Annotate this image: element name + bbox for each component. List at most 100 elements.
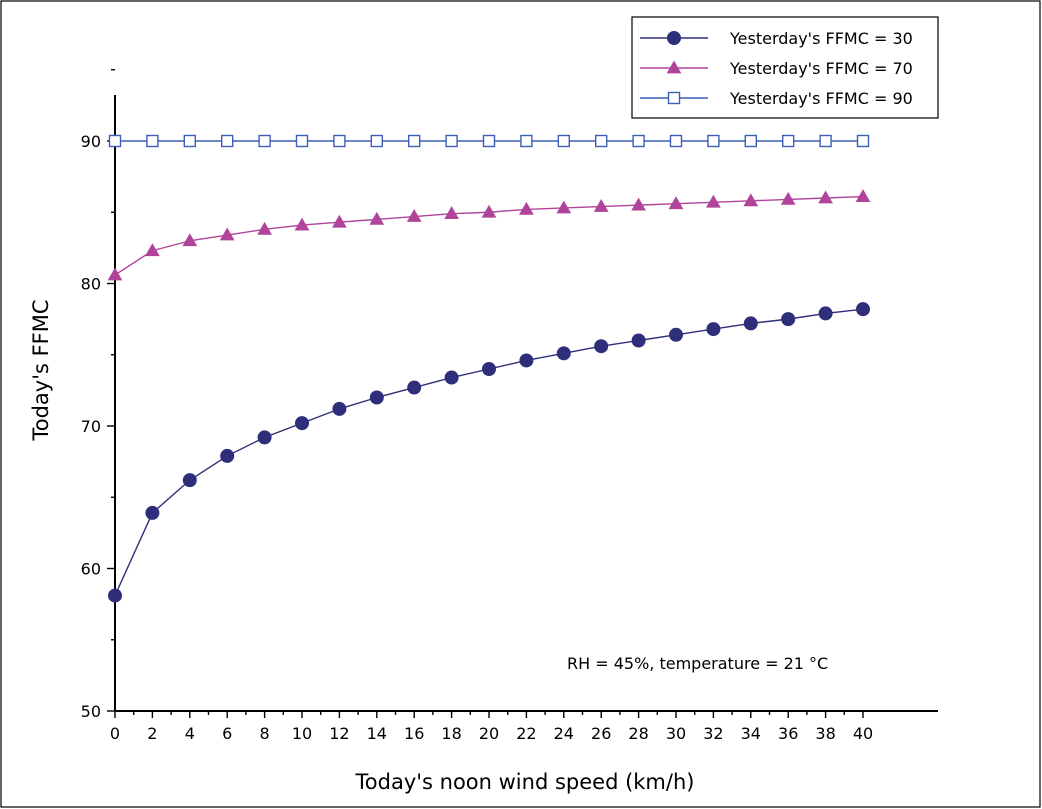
data-point <box>444 206 459 220</box>
series-2 <box>107 189 871 281</box>
legend: Yesterday's FFMC = 30 Yesterday's FFMC = … <box>631 16 939 119</box>
data-point <box>482 362 496 376</box>
data-point <box>669 327 683 342</box>
data-point <box>406 209 422 222</box>
data-point <box>743 193 759 207</box>
data-point <box>669 134 683 148</box>
x-tick-label: 20 <box>479 724 499 743</box>
data-point <box>146 134 159 148</box>
data-point <box>631 197 646 211</box>
data-point <box>819 134 832 148</box>
legend-entry-3: Yesterday's FFMC = 90 <box>640 89 913 108</box>
data-point <box>369 211 385 225</box>
chart-annotation: RH = 45%, temperature = 21 °C <box>567 654 828 673</box>
data-point <box>407 380 422 395</box>
legend-entry-2: Yesterday's FFMC = 70 <box>640 59 913 78</box>
y-tick-label: 80 <box>81 275 101 294</box>
x-tick-label: 28 <box>628 724 648 743</box>
data-point <box>519 353 534 368</box>
data-point <box>182 473 197 488</box>
x-tick-label: 10 <box>292 724 312 743</box>
data-point <box>108 134 122 148</box>
y-tick-label: 70 <box>81 417 101 436</box>
legend-label: Yesterday's FFMC = 90 <box>729 89 913 108</box>
data-point <box>781 312 796 327</box>
x-tick-label: 30 <box>666 724 686 743</box>
x-tick-label: 22 <box>516 724 536 743</box>
x-tick-label: 26 <box>591 724 611 743</box>
x-tick-label: 2 <box>147 724 157 743</box>
data-point <box>855 189 871 202</box>
x-tick-label: 38 <box>815 724 835 743</box>
data-point <box>632 134 645 148</box>
x-tick-label: 32 <box>703 724 723 743</box>
data-point <box>257 430 272 445</box>
data-point <box>332 214 347 228</box>
data-point <box>220 134 234 148</box>
data-point <box>295 416 309 431</box>
data-point <box>706 194 721 208</box>
y-tick-label: 50 <box>81 702 101 721</box>
series-1 <box>108 302 870 603</box>
data-point <box>707 134 720 148</box>
data-point <box>556 346 571 361</box>
axes <box>114 95 938 712</box>
x-tick-label: 8 <box>260 724 270 743</box>
data-point <box>482 134 496 148</box>
data-point <box>706 322 721 337</box>
data-point <box>744 134 757 148</box>
data-point <box>668 196 684 210</box>
x-tick-label: 40 <box>853 724 873 743</box>
data-point <box>408 134 421 148</box>
x-tick-label: 18 <box>441 724 461 743</box>
legend-label: Yesterday's FFMC = 70 <box>729 59 913 78</box>
legend-entry-1: Yesterday's FFMC = 30 <box>640 29 913 48</box>
data-point <box>145 243 160 257</box>
y-tick-label: 60 <box>81 560 101 579</box>
data-point <box>257 221 272 235</box>
x-tick-label: 14 <box>367 724 387 743</box>
data-point <box>593 199 609 212</box>
series-layer <box>107 134 871 603</box>
data-point <box>782 134 795 148</box>
y-tick-label: 90 <box>81 132 101 151</box>
legend-label: Yesterday's FFMC = 30 <box>729 29 913 48</box>
x-tick-label: 0 <box>110 724 120 743</box>
data-point <box>856 134 870 148</box>
data-point <box>295 134 309 148</box>
data-point <box>444 370 459 385</box>
data-point <box>595 134 608 148</box>
data-point <box>182 233 198 247</box>
data-point <box>220 448 235 463</box>
x-tick-label: 34 <box>741 724 761 743</box>
ticks: 0 2 4 6 8 10 12 14 16 18 20 22 24 26 28 30 32 34 36 38 40506… <box>81 69 873 743</box>
data-point <box>333 134 346 148</box>
x-tick-label: 16 <box>404 724 424 743</box>
data-point <box>818 190 833 204</box>
data-point <box>818 306 833 321</box>
data-point <box>557 134 570 148</box>
series-3 <box>108 134 870 148</box>
data-point <box>107 267 123 281</box>
data-point <box>481 204 497 218</box>
data-point <box>332 401 347 416</box>
data-point <box>370 134 383 148</box>
x-tick-label: 6 <box>222 724 232 743</box>
data-point <box>108 588 122 603</box>
data-point <box>856 302 870 317</box>
data-point <box>445 134 458 148</box>
data-point <box>519 201 534 215</box>
data-point <box>631 333 646 348</box>
x-tick-label: 36 <box>778 724 798 743</box>
data-point <box>594 339 609 354</box>
data-point <box>294 217 310 231</box>
data-point <box>145 505 160 520</box>
data-point <box>780 191 796 205</box>
data-point <box>667 91 681 105</box>
data-point <box>183 134 197 148</box>
x-tick-label: 24 <box>554 724 574 743</box>
x-axis-label: Today's noon wind speed (km/h) <box>355 770 695 794</box>
data-point <box>258 134 271 148</box>
